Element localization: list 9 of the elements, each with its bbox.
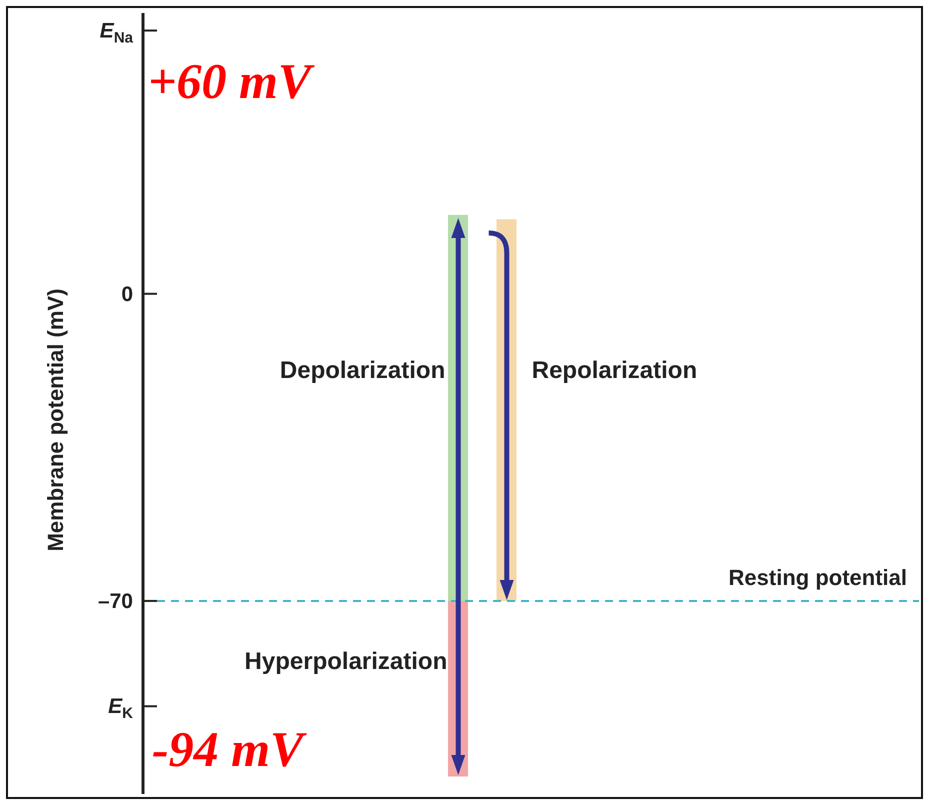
y-tick-label: E$_{Na}$ [100,20,134,46]
series-label: Depolarization [280,357,446,384]
y-tick-label: –70 [98,590,133,613]
series-label: Repolarization [532,357,698,384]
y-tick-label: 0 [121,282,133,306]
series-label: Hyperpolarization [244,648,448,676]
ref-line-label: Resting potential [728,564,907,590]
y-axis-title: Membrane potential (mV) [43,288,69,552]
y-tick-label: E$_{K}$ [108,695,134,722]
